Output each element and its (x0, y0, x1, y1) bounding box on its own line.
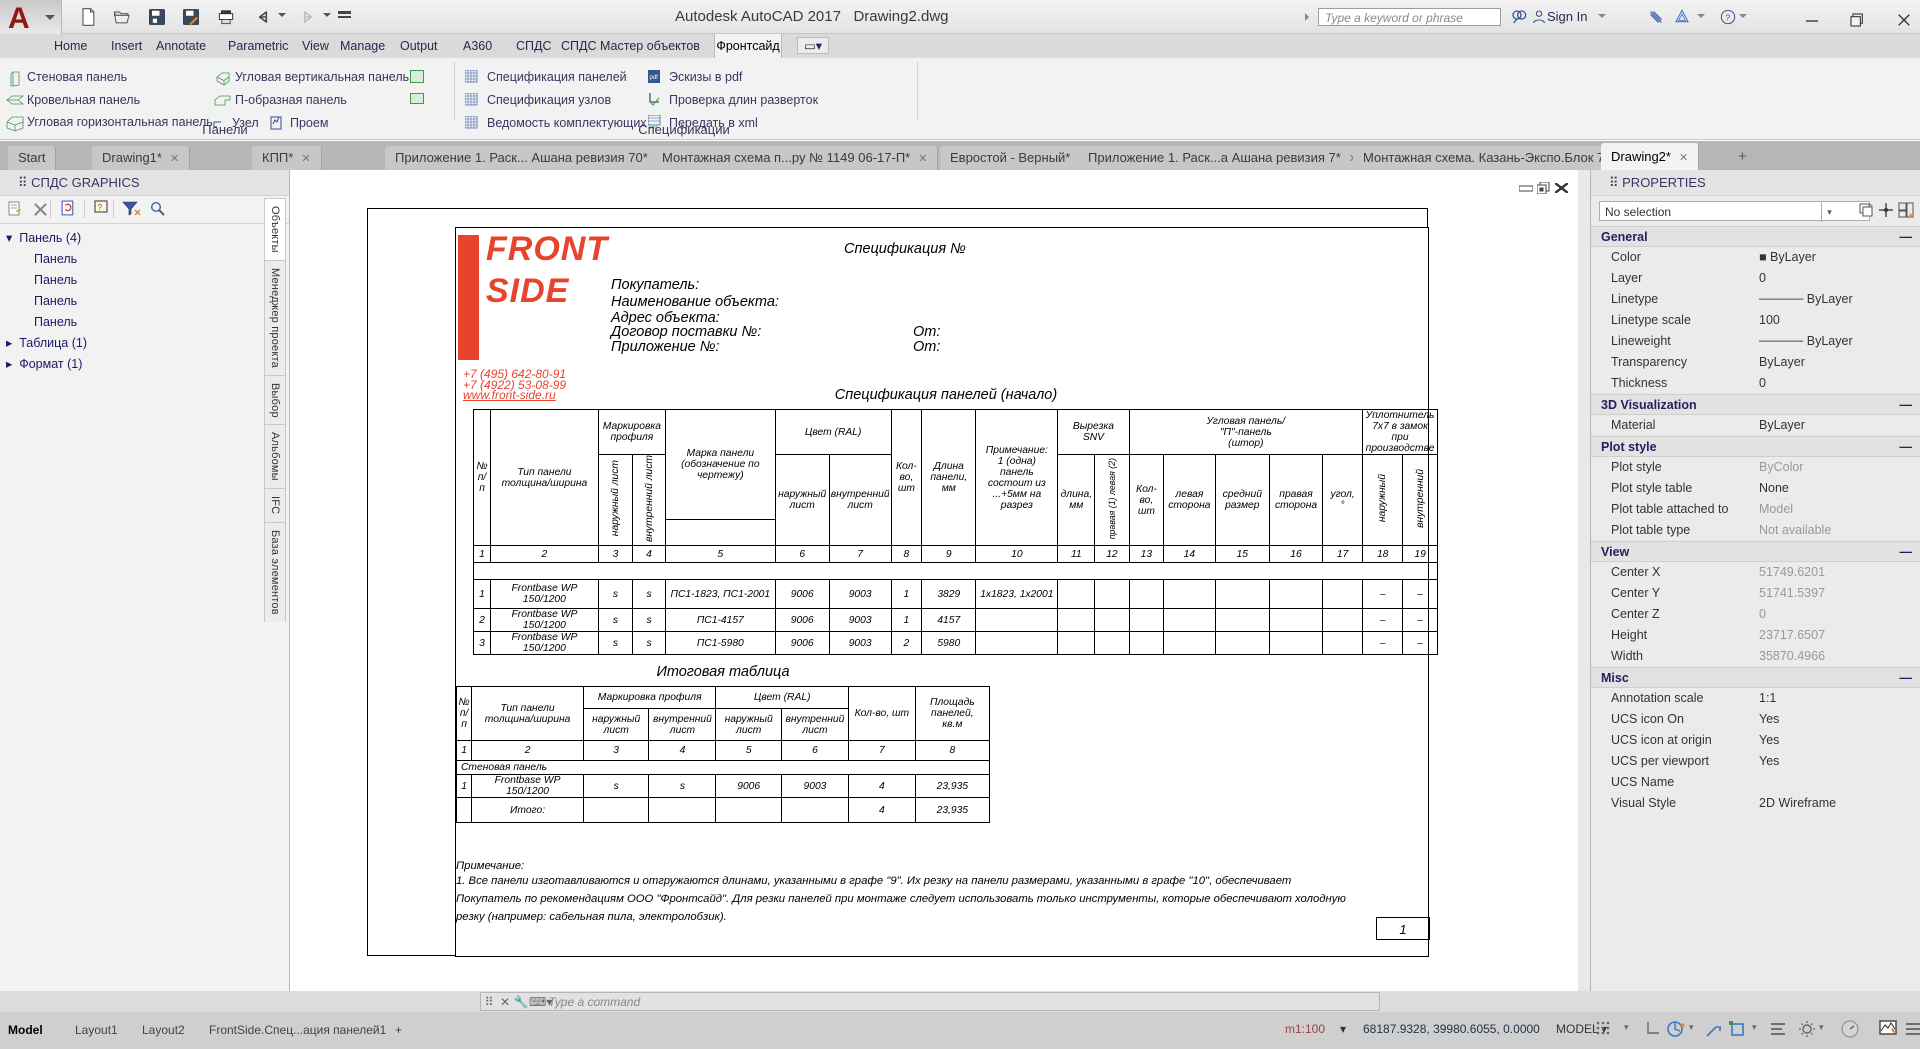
svg-text:?: ? (98, 203, 103, 212)
svg-text:pdf: pdf (650, 75, 659, 81)
svg-text:?: ? (1725, 12, 1730, 22)
